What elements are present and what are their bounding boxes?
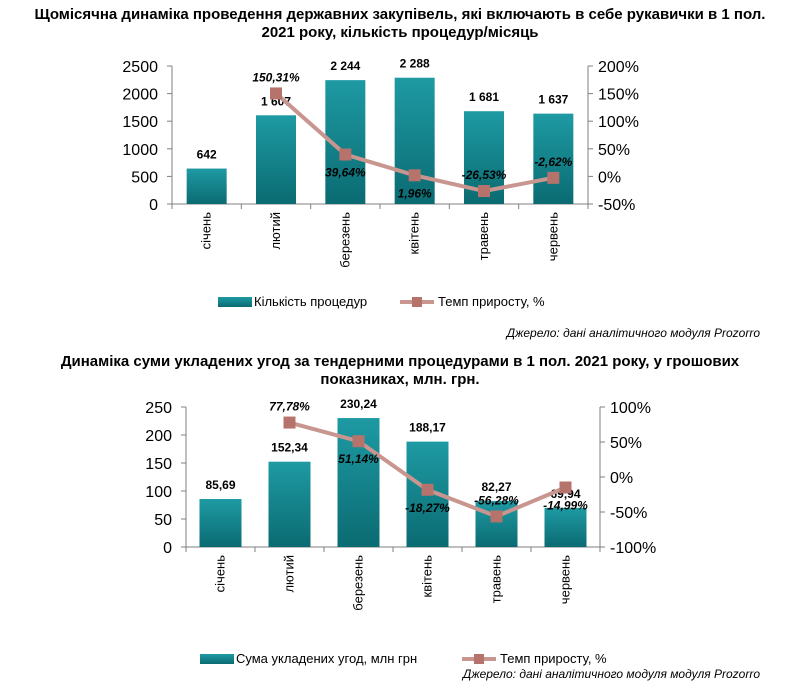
y-tick-label: 2500 [122,59,158,76]
x-category-label: червень [558,555,573,604]
y-tick-label: 150 [145,456,172,473]
y2-tick-label: 0% [610,470,633,487]
bar-data-label: 152,34 [271,441,308,455]
bar-лютий [256,115,296,204]
growth-marker [478,185,490,198]
y2-tick-label: 50% [610,435,642,452]
y2-tick-label: 50% [598,142,630,159]
line-data-label: 150,31% [252,70,300,84]
y-tick-label: 500 [131,169,158,186]
x-category-label: квітень [420,555,435,598]
bar-лютий [268,461,311,547]
y-tick-label: 250 [145,400,172,417]
x-category-label: лютий [268,212,283,250]
x-category-label: травень [476,212,491,261]
y2-tick-label: -50% [598,197,635,214]
growth-marker [490,510,503,523]
growth-marker [352,435,365,448]
y2-tick-label: 100% [610,400,651,417]
line-data-label: 51,14% [338,452,379,466]
line-data-label: -56,28% [474,493,519,507]
legend-bar-label: Сума укладених угод, млн грн [236,651,417,666]
y2-tick-label: 200% [598,59,639,76]
legend-line-label: Темп приросту, % [500,651,607,666]
line-data-label: -26,53% [462,168,507,182]
line-data-label: -18,27% [405,501,450,515]
x-category-label: березень [337,212,352,268]
y-tick-label: 1000 [122,142,158,159]
line-data-label: 1,96% [398,186,432,200]
legend-bar-label: Кількість процедур [254,294,367,309]
growth-marker [270,87,282,100]
x-category-label: лютий [282,555,297,593]
y-tick-label: 2000 [122,87,158,104]
x-category-label: квітень [407,212,422,255]
x-category-label: січень [199,212,214,250]
chart-title: Щомісячна динаміка проведення державних … [34,6,766,41]
bar-data-label: 2 288 [400,57,430,71]
growth-marker [559,481,572,494]
bar-data-label: 85,69 [205,478,235,492]
chart-source: Джерело: дані аналітичного модуля Prozor… [506,326,760,340]
y-tick-label: 50 [154,512,172,529]
bar-червень [544,507,587,547]
chart-plot: 0 500 1000 1500 2000 2500 -50% 0% 50% 100% 150% 200… [122,57,639,309]
chart-plot: 0 50 100 150 200 250 -100% -50% 0% 50% 100% січень л… [145,397,656,666]
bar-data-label: 2 244 [330,59,360,73]
y2-tick-label: 100% [598,114,639,131]
legend-bar-swatch [200,654,234,664]
line-data-label: 77,78% [269,400,310,414]
line-data-label: -2,62% [534,155,572,169]
growth-marker [283,416,296,429]
x-category-label: березень [351,555,366,611]
x-category-label: червень [545,212,560,261]
y-tick-label: 1500 [122,114,158,131]
legend-line-marker [474,654,484,664]
bar-data-label: 1 681 [469,90,499,104]
x-category-label: травень [489,555,504,604]
bar-квітень [394,77,435,204]
chart-2: Динаміка суми укладених угод за тендерни… [0,345,800,689]
bar-data-label: 1 637 [538,93,568,107]
bar-січень [186,168,227,204]
bar-data-label: 230,24 [340,397,377,411]
y-tick-label: 0 [163,540,172,557]
line-data-label: -14,99% [543,498,588,512]
chart-title: Динаміка суми укладених угод за тендерни… [60,353,740,388]
chart-source: Джерело: дані аналітичного модуля модуля… [462,667,760,681]
growth-marker [421,483,434,496]
legend-line-label: Темп приросту, % [438,294,545,309]
y-tick-label: 100 [145,484,172,501]
bar-січень [199,499,242,547]
y2-tick-label: -50% [610,505,647,522]
legend-bar-swatch [218,297,252,307]
growth-marker [408,169,421,182]
y2-tick-label: -100% [610,540,656,557]
growth-marker [547,171,560,184]
legend-line-marker [412,297,422,307]
y-tick-label: 0 [149,197,158,214]
y2-tick-label: 150% [598,87,639,104]
bar-data-label: 188,17 [409,421,446,435]
x-category-label: січень [213,555,228,593]
bar-data-label: 82,27 [481,480,511,494]
bar-data-label: 642 [197,148,217,162]
bar-червень [533,113,574,204]
line-data-label: 39,64% [325,166,366,180]
growth-marker [339,148,352,161]
y-tick-label: 200 [145,428,172,445]
y2-tick-label: 0% [598,169,621,186]
bar-травень [475,500,518,547]
chart-1: Щомісячна динаміка проведення державних … [34,6,766,340]
